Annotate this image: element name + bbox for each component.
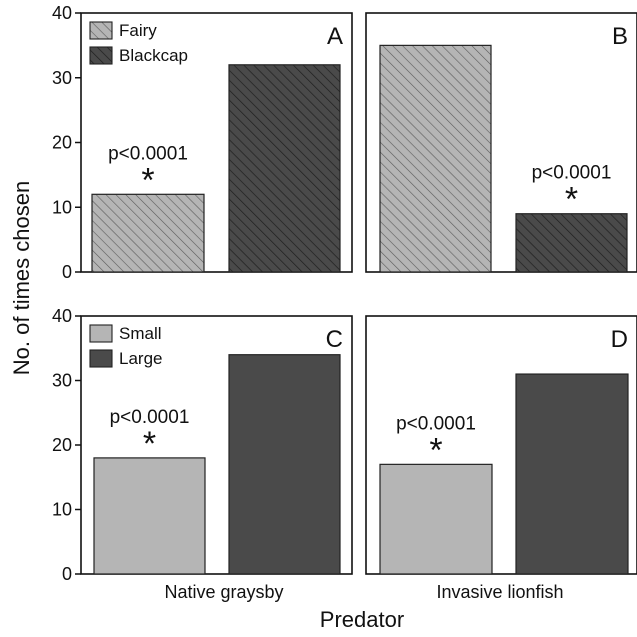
x-category-label-invasive: Invasive lionfish <box>436 582 563 602</box>
p-value-label: p<0.0001 <box>108 143 188 164</box>
x-category-label-native: Native graysby <box>164 582 283 602</box>
legend-swatch-blackcap <box>89 46 113 65</box>
panel-letter: D <box>611 326 628 353</box>
y-tick-label: 20 <box>52 133 72 153</box>
p-value-label: p<0.0001 <box>110 407 190 428</box>
y-tick-label: 0 <box>62 262 72 282</box>
significance-star: * <box>429 431 442 469</box>
bar-small <box>379 463 493 575</box>
panel-letter: B <box>612 23 628 50</box>
legend-label-small: Small <box>119 324 162 343</box>
y-tick-label: 30 <box>52 68 72 88</box>
panel-letter: A <box>327 23 343 50</box>
legend-label-large: Large <box>119 349 162 368</box>
significance-star: * <box>565 181 578 219</box>
bar-small <box>93 457 206 575</box>
y-tick-label: 40 <box>52 306 72 326</box>
significance-star: * <box>143 425 156 463</box>
x-axis-label: Predator <box>320 607 404 632</box>
p-value-label: p<0.0001 <box>532 163 612 184</box>
panels-group: 010203040AFairyBlackcap*p<0.0001B*p<0.00… <box>52 3 637 584</box>
bar-fairy <box>379 44 492 273</box>
y-axis-label: No. of times chosen <box>9 181 34 375</box>
panel-frame <box>365 315 637 575</box>
panel-a: 0 10 20 30 40 A Fairy Blackcap *p<0.0001 <box>52 3 353 282</box>
panel-d: D *p<0.0001 <box>365 315 637 575</box>
y-tick-label: 30 <box>52 371 72 391</box>
legend-swatch-fairy <box>89 21 113 40</box>
bar-blackcap <box>515 213 628 273</box>
bar-large <box>515 373 629 575</box>
p-value-label: p<0.0001 <box>396 413 476 434</box>
panel-frame <box>365 12 637 273</box>
panel-c: 0 10 20 30 40 C Small Large *p<0.0001 <box>52 306 353 584</box>
bar-blackcap <box>228 64 341 273</box>
bar-large <box>228 354 341 575</box>
y-tick-label: 0 <box>62 564 72 584</box>
y-tick-label: 40 <box>52 3 72 23</box>
significance-star: * <box>141 161 154 199</box>
legend-label-fairy: Fairy <box>119 21 157 40</box>
legend-swatch-large <box>89 349 113 368</box>
legend-swatch-small <box>89 324 113 343</box>
y-tick-label: 10 <box>52 500 72 520</box>
y-tick-label: 20 <box>52 435 72 455</box>
panel-letter: C <box>326 326 343 353</box>
legend-label-blackcap: Blackcap <box>119 46 188 65</box>
panel-b: B *p<0.0001 <box>365 12 637 273</box>
y-tick-label: 10 <box>52 197 72 217</box>
bar-fairy <box>91 193 205 273</box>
